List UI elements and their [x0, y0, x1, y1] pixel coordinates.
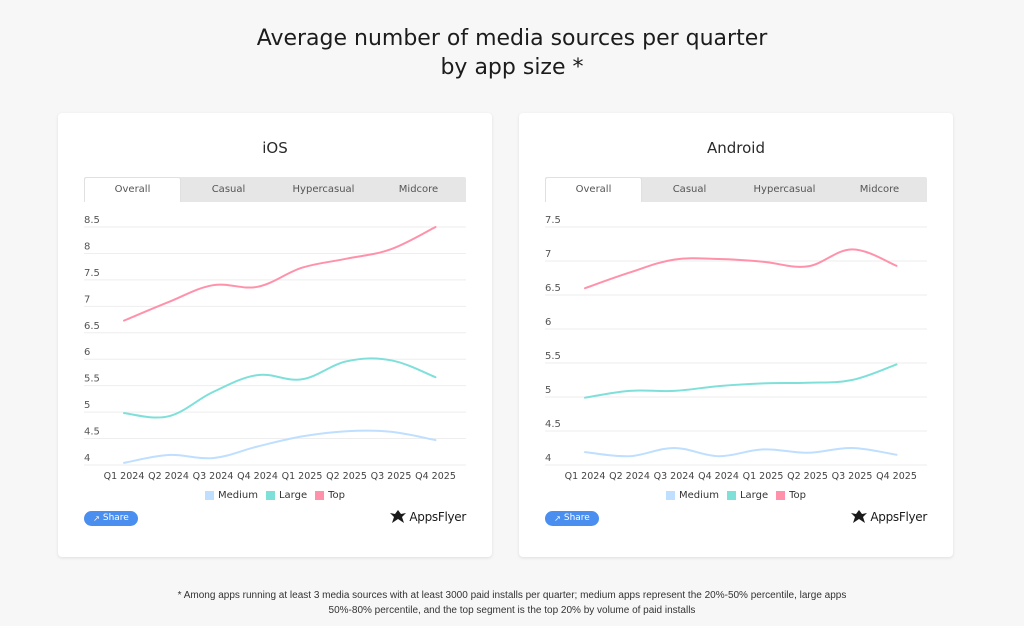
x-tick-label: Q1 2025 — [282, 471, 323, 482]
y-tick-label: 7.5 — [545, 215, 561, 226]
share-icon: ↗ — [93, 514, 100, 523]
x-tick-label: Q3 2025 — [832, 471, 873, 482]
y-tick-label: 4 — [545, 453, 551, 464]
y-tick-label: 7 — [84, 294, 90, 305]
page-title-line2: by app size * — [440, 55, 584, 80]
page-title-line1: Average number of media sources per quar… — [256, 26, 768, 51]
share-label: Share — [563, 513, 590, 523]
series-line-top — [584, 248, 898, 290]
x-tick-label: Q3 2025 — [371, 471, 412, 482]
page-title: Average number of media sources per quar… — [0, 24, 1024, 82]
series-line-large — [123, 357, 437, 419]
legend-swatch-medium — [204, 491, 214, 500]
appsflyer-bird-icon — [390, 510, 407, 523]
chart-card-ios: iOS Overall Casual Hypercasual Midcore 4… — [58, 113, 492, 557]
tab-hypercasual[interactable]: Hypercasual — [292, 184, 355, 195]
x-tick-label: Q2 2024 — [609, 471, 650, 482]
y-tick-label: 7 — [545, 249, 551, 260]
legend-item-medium[interactable]: Medium — [204, 490, 258, 501]
logo-text: AppsFlyer — [409, 510, 466, 524]
y-tick-label: 5.5 — [545, 351, 561, 362]
x-tick-label: Q3 2024 — [193, 471, 234, 482]
segment-tabs: Overall Casual Hypercasual Midcore — [545, 177, 927, 202]
y-tick-label: 6.5 — [84, 321, 100, 332]
series-line-medium — [123, 429, 437, 464]
segment-tabs: Overall Casual Hypercasual Midcore — [84, 177, 466, 202]
legend-swatch-top — [315, 491, 325, 500]
legend-swatch-large — [265, 491, 275, 500]
footnote-line2: 50%-80% percentile, and the top segment … — [328, 605, 696, 616]
appsflyer-logo: AppsFlyer — [389, 509, 466, 525]
footnote: * Among apps running at least 3 media so… — [0, 588, 1024, 618]
chart-legend: Medium Large Top — [519, 490, 953, 501]
legend-swatch-large — [726, 491, 736, 500]
tab-casual[interactable]: Casual — [211, 184, 246, 195]
share-label: Share — [102, 513, 129, 523]
y-tick-label: 5 — [545, 385, 551, 396]
legend-label: Large — [278, 490, 308, 501]
legend-label: Top — [328, 490, 345, 501]
y-tick-label: 6.5 — [545, 283, 561, 294]
appsflyer-logo: AppsFlyer — [850, 509, 927, 525]
y-tick-label: 8 — [84, 241, 90, 252]
x-tick-label: Q2 2025 — [787, 471, 828, 482]
chart-legend: Medium Large Top — [58, 490, 492, 501]
logo-text: AppsFlyer — [870, 510, 927, 524]
y-tick-label: 6 — [84, 347, 90, 358]
legend-item-medium[interactable]: Medium — [665, 490, 719, 501]
share-button[interactable]: ↗ Share — [84, 511, 138, 526]
tab-hypercasual[interactable]: Hypercasual — [753, 184, 816, 195]
x-tick-label: Q4 2024 — [698, 471, 739, 482]
x-tick-label: Q1 2025 — [743, 471, 784, 482]
x-tick-label: Q4 2025 — [415, 471, 456, 482]
series-line-large — [584, 363, 898, 399]
y-tick-label: 4.5 — [545, 419, 561, 430]
share-button[interactable]: ↗ Share — [545, 511, 599, 526]
line-chart: 4 4.5 5 5.5 6 6.5 7 7.5 8 8.5 Q1 2024 Q2 2024 Q3 202… — [84, 215, 466, 482]
legend-label: Top — [789, 490, 806, 501]
footnote-line1: * Among apps running at least 3 media so… — [177, 590, 847, 601]
y-tick-label: 5 — [84, 400, 90, 411]
y-tick-label: 8.5 — [84, 215, 100, 226]
x-tick-label: Q2 2025 — [326, 471, 367, 482]
tab-midcore[interactable]: Midcore — [859, 184, 900, 195]
legend-swatch-top — [776, 491, 786, 500]
y-tick-label: 4.5 — [84, 427, 100, 438]
tab-midcore[interactable]: Midcore — [398, 184, 439, 195]
series-line-medium — [584, 446, 898, 458]
legend-item-large[interactable]: Large — [726, 490, 769, 501]
line-chart: 44.555.566.577.5Q1 2024 Q2 2024 Q3 2024 Q4 … — [545, 215, 927, 482]
x-tick-label: Q3 2024 — [654, 471, 695, 482]
y-tick-label: 6 — [545, 317, 551, 328]
y-tick-label: 5.5 — [84, 374, 100, 385]
legend-item-top[interactable]: Top — [315, 490, 345, 501]
y-tick-label: 4 — [84, 453, 90, 464]
y-tick-label: 7.5 — [84, 268, 100, 279]
chart-card-android: Android Overall Casual Hypercasual Midco… — [519, 113, 953, 557]
legend-item-large[interactable]: Large — [265, 490, 308, 501]
x-tick-label: Q1 2024 — [104, 471, 145, 482]
legend-item-top[interactable]: Top — [776, 490, 806, 501]
chart-title: Android — [707, 139, 765, 157]
x-tick-label: Q4 2025 — [876, 471, 917, 482]
tab-casual[interactable]: Casual — [672, 184, 707, 195]
share-icon: ↗ — [554, 514, 561, 523]
x-tick-label: Q4 2024 — [237, 471, 278, 482]
chart-title: iOS — [262, 139, 288, 157]
tab-overall[interactable]: Overall — [84, 177, 181, 202]
legend-label: Medium — [217, 490, 258, 501]
legend-label: Medium — [678, 490, 719, 501]
appsflyer-bird-icon — [851, 510, 868, 523]
x-tick-label: Q2 2024 — [148, 471, 189, 482]
x-tick-label: Q1 2024 — [565, 471, 606, 482]
legend-label: Large — [739, 490, 769, 501]
legend-swatch-medium — [665, 491, 675, 500]
series-line-top — [123, 226, 437, 322]
tab-overall[interactable]: Overall — [545, 177, 642, 202]
